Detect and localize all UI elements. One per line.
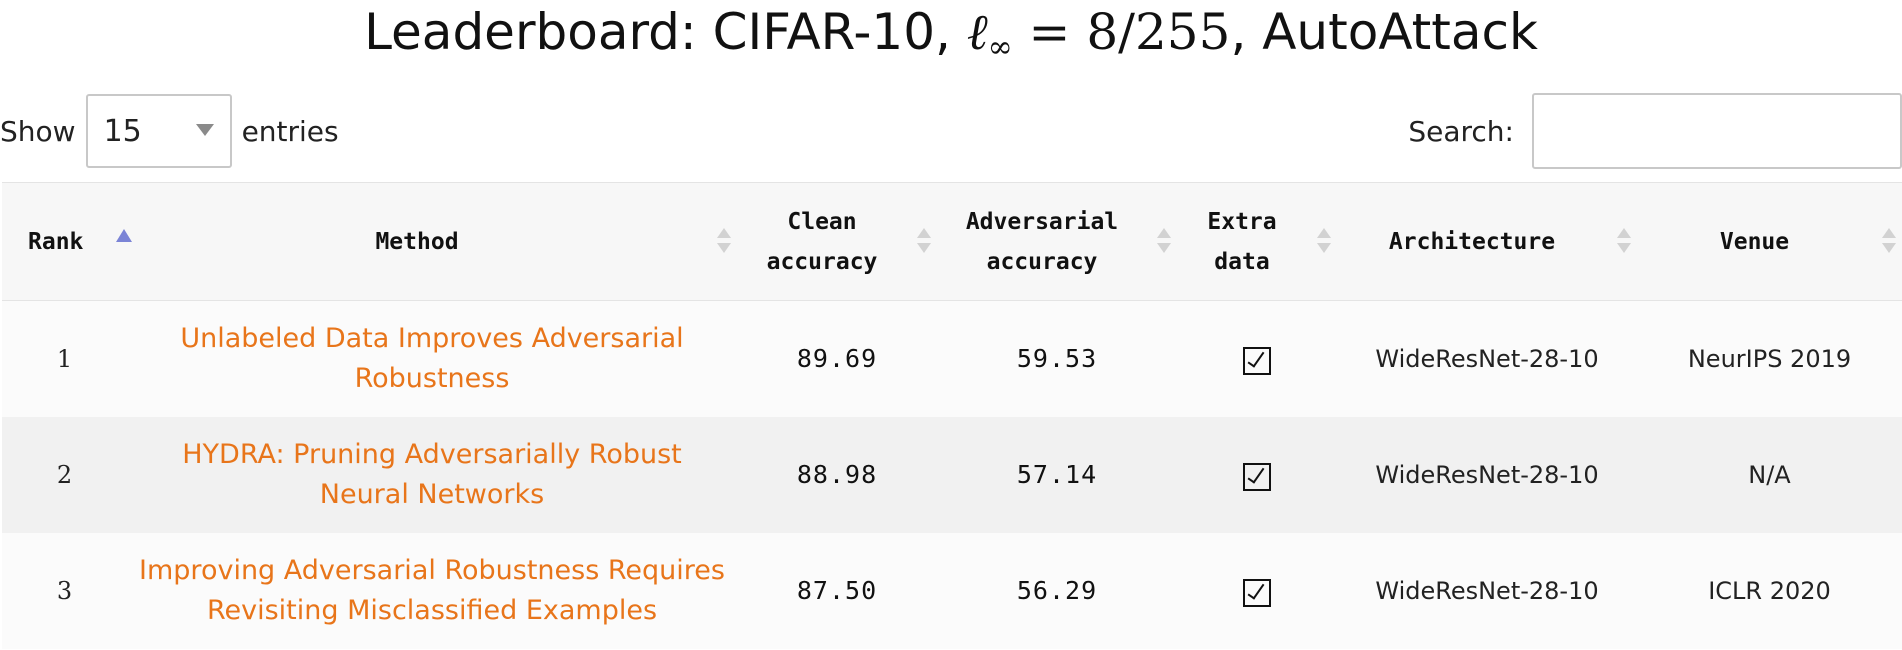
column-header-method[interactable]: Method [127, 183, 737, 301]
method-cell: Improving Adversarial Robustness Require… [127, 533, 737, 649]
clean-accuracy-cell: 87.50 [796, 576, 878, 605]
sort-icon [917, 226, 931, 258]
method-cell: Unlabeled Data Improves Adversarial Robus… [127, 301, 737, 417]
table-header-row: Rank Method Clean accuracy Adversarial a… [2, 182, 1902, 301]
clean-accuracy-cell: 89.69 [796, 344, 878, 374]
column-header-extra-line2: data [1214, 248, 1270, 275]
extra-data-cell [1177, 533, 1337, 649]
method-link-line2: Robustness [354, 362, 510, 394]
method-link-line1: Improving Adversarial Robustness Require… [139, 554, 725, 586]
column-header-adversarial-accuracy[interactable]: Adversarial accuracy [937, 183, 1177, 301]
column-header-extra-line1: Extra [1207, 208, 1277, 235]
sort-ascending-icon [116, 229, 132, 242]
rank-cell: 3 [56, 576, 73, 605]
venue-cell: ICLR 2020 [1708, 576, 1831, 605]
rank-cell: 1 [56, 344, 73, 373]
leaderboard-table: Rank Method Clean accuracy Adversarial a… [2, 182, 1902, 649]
search-control: Search: [1408, 92, 1902, 170]
venue-cell: N/A [1748, 460, 1791, 489]
method-link[interactable]: HYDRA: Pruning Adversarially Robust Neura… [182, 439, 682, 510]
entries-select[interactable]: 15 [85, 94, 232, 168]
column-header-architecture-label: Architecture [1388, 228, 1556, 255]
column-header-venue[interactable]: Venue [1637, 183, 1902, 301]
checkmark-icon [1243, 346, 1271, 375]
column-header-clean-line1: Clean [787, 208, 857, 235]
column-header-adversarial-line2: accuracy [986, 248, 1098, 275]
column-header-rank[interactable]: Rank [2, 183, 132, 301]
column-header-venue-label: Venue [1719, 228, 1790, 255]
title-norm-sub: ∞ [987, 30, 1013, 65]
method-link-line2: Revisiting Misclassified Examples [206, 594, 658, 626]
chevron-down-icon [195, 124, 214, 136]
rank-cell: 2 [56, 460, 73, 489]
show-label: Show [0, 114, 76, 148]
entries-control: Show 15 entries [0, 92, 339, 170]
entries-label: entries [241, 114, 339, 148]
sort-icon [1617, 226, 1631, 258]
column-header-clean-accuracy[interactable]: Clean accuracy [737, 183, 937, 301]
checkmark-icon [1243, 578, 1271, 607]
search-label: Search: [1408, 114, 1514, 148]
sort-icon [1317, 226, 1331, 258]
sort-icon [717, 226, 731, 258]
sort-icon [1882, 226, 1896, 258]
architecture-cell: WideResNet-28-10 [1375, 460, 1599, 489]
architecture-cell: WideResNet-28-10 [1375, 344, 1599, 373]
title-suffix: , AutoAttack [1230, 3, 1538, 61]
column-header-method-label: Method [375, 228, 459, 255]
column-header-clean-line2: accuracy [766, 248, 878, 275]
table-row: 2 HYDRA: Pruning Adversarially Robust Neu… [2, 416, 1902, 533]
extra-data-cell [1177, 301, 1337, 417]
checkmark-icon [1243, 462, 1271, 491]
method-link[interactable]: Improving Adversarial Robustness Require… [139, 555, 725, 626]
adversarial-accuracy-cell: 57.14 [1016, 460, 1098, 489]
method-link-line2: Neural Networks [319, 478, 545, 510]
title-prefix: Leaderboard: CIFAR-10, [364, 3, 967, 61]
venue-cell: NeurIPS 2019 [1687, 344, 1852, 373]
method-link[interactable]: Unlabeled Data Improves Adversarial Robus… [180, 323, 683, 394]
adversarial-accuracy-cell: 59.53 [1016, 344, 1098, 374]
search-input[interactable] [1532, 93, 1902, 169]
method-link-line1: Unlabeled Data Improves Adversarial [180, 322, 684, 354]
adversarial-accuracy-cell: 56.29 [1016, 576, 1098, 605]
title-norm: ℓ∞ = 8/255 [966, 3, 1231, 65]
column-header-rank-label: Rank [28, 228, 84, 255]
column-header-adversarial-line1: Adversarial [965, 208, 1119, 235]
clean-accuracy-cell: 88.98 [796, 460, 878, 489]
method-link-line1: HYDRA: Pruning Adversarially Robust [182, 438, 682, 470]
architecture-cell: WideResNet-28-10 [1375, 576, 1599, 605]
title-norm-symbol: ℓ [966, 3, 988, 61]
page-title: Leaderboard: CIFAR-10, ℓ∞ = 8/255, AutoA… [0, 2, 1902, 78]
column-header-architecture[interactable]: Architecture [1337, 183, 1637, 301]
extra-data-cell [1177, 417, 1337, 533]
sort-icon [1157, 226, 1171, 258]
entries-value: 15 [103, 113, 142, 149]
column-header-extra-data[interactable]: Extra data [1177, 183, 1337, 301]
table-row: 3 Improving Adversarial Robustness Requi… [2, 532, 1902, 649]
method-cell: HYDRA: Pruning Adversarially Robust Neura… [127, 417, 737, 533]
title-epsilon: = 8/255 [1012, 3, 1231, 61]
table-row: 1 Unlabeled Data Improves Adversarial Rob… [2, 300, 1902, 417]
